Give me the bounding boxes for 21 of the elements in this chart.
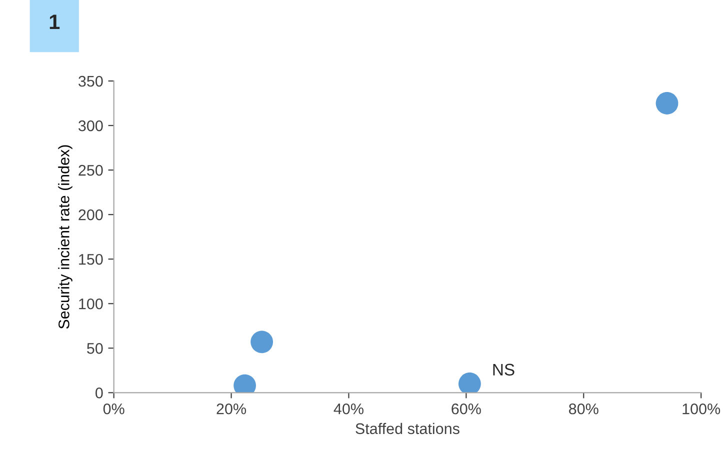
point (656, 92, 678, 114)
y-tick-label: 50 (87, 343, 103, 354)
x-tick-label: 60% (452, 403, 481, 414)
y-axis-title: Security incient rate (index) (58, 145, 72, 329)
point (250, 330, 274, 354)
y-tick-label: 300 (78, 120, 103, 132)
x-tick-label: 40% (334, 403, 364, 414)
y-tick-label: 200 (78, 209, 103, 220)
x-tick-label: 20% (216, 403, 246, 414)
annotation: NS (493, 364, 514, 376)
y-tick-label: 350 (78, 76, 103, 87)
y-tick-label: 0 (96, 388, 103, 398)
x-tick-label: 0% (103, 403, 124, 414)
x-tick-label: 80% (569, 403, 598, 414)
y-tick-label: 150 (79, 254, 103, 265)
y-tick-label: 250 (78, 164, 103, 176)
point (458, 372, 481, 393)
x-tick-label: 100% (682, 403, 720, 414)
x-axis-title: Staffed stations (356, 422, 460, 434)
y-tick-label: 100 (79, 298, 103, 310)
chart-title: 1 (50, 14, 60, 30)
